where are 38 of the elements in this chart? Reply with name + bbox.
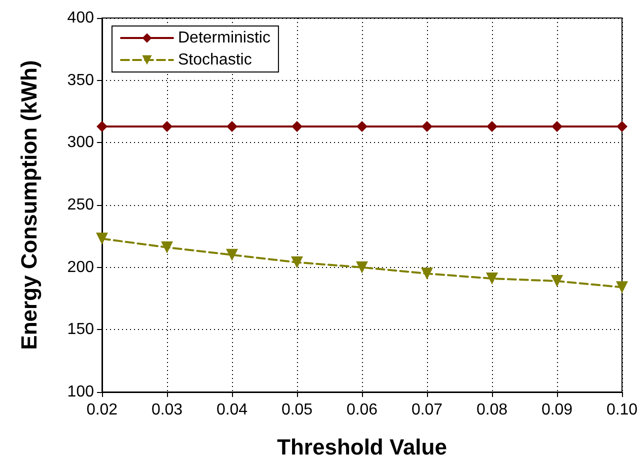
y-tick-label: 100 xyxy=(67,384,94,400)
point xyxy=(161,241,173,254)
y-axis-title: Energy Consumption (kWh) xyxy=(16,60,42,350)
y-tick-label: 150 xyxy=(67,321,94,338)
y-tick-label: 300 xyxy=(67,134,94,152)
x-axis-title: Threshold Value xyxy=(277,434,447,460)
point xyxy=(421,268,433,280)
point xyxy=(356,120,368,132)
x-tick-label: 0.03 xyxy=(151,402,183,418)
point xyxy=(226,120,238,132)
x-tick-label: 0.10 xyxy=(606,402,638,418)
legend-label: Stochastic xyxy=(178,52,252,68)
x-tick-label: 0.08 xyxy=(476,402,508,418)
point xyxy=(486,120,498,132)
point xyxy=(486,272,498,285)
point xyxy=(616,281,628,294)
x-tick-label: 0.06 xyxy=(346,402,378,418)
point xyxy=(96,232,108,245)
x-tick-label: 0.07 xyxy=(411,402,443,418)
x-tick-label: 0.09 xyxy=(541,402,573,418)
y-tick-label: 400 xyxy=(67,10,94,26)
x-tick-label: 0.02 xyxy=(86,402,118,418)
y-tick-label: 250 xyxy=(67,196,94,214)
point xyxy=(162,120,172,132)
point xyxy=(96,120,108,132)
point xyxy=(616,120,628,132)
y-tick-label: 200 xyxy=(67,258,94,276)
point xyxy=(356,261,368,274)
y-tick-label: 350 xyxy=(67,72,94,89)
point xyxy=(292,120,302,132)
point xyxy=(422,120,432,132)
legend-label: Deterministic xyxy=(178,30,270,46)
point xyxy=(226,248,238,261)
point xyxy=(291,256,303,268)
point xyxy=(552,120,562,132)
x-tick-label: 0.04 xyxy=(216,402,248,418)
x-tick-label: 0.05 xyxy=(281,402,313,418)
point xyxy=(551,275,563,288)
